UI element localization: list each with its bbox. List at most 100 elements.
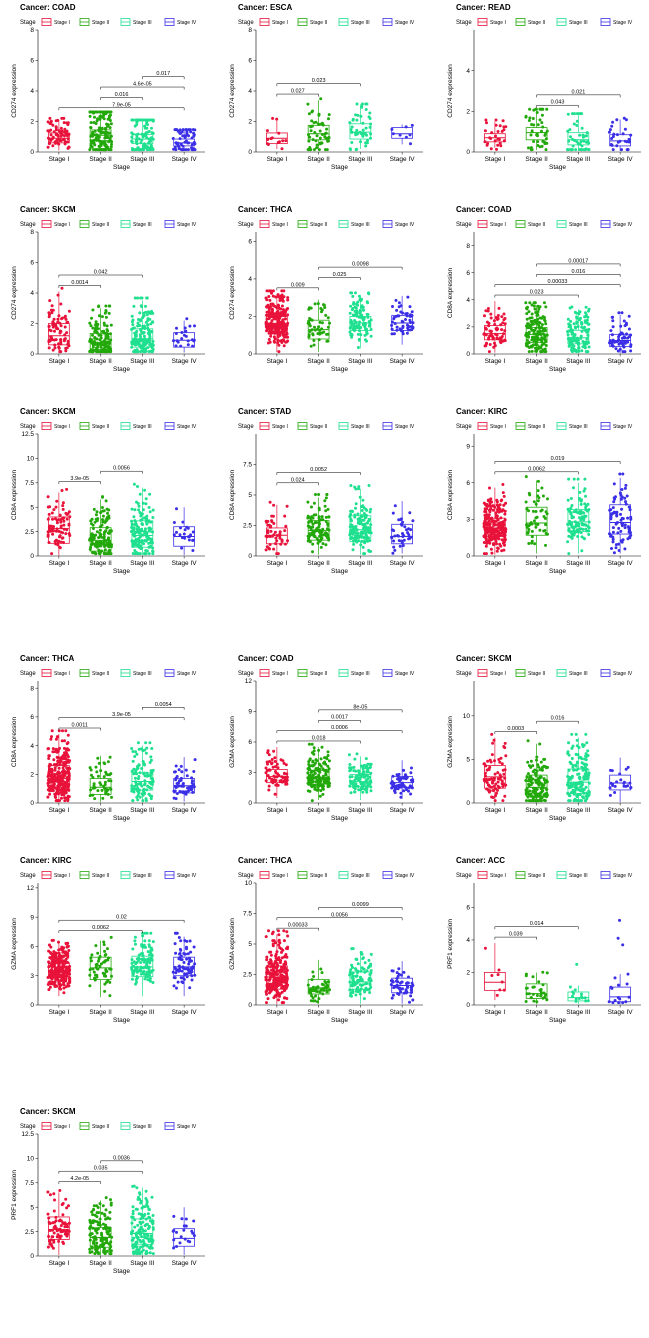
data-point <box>611 540 615 544</box>
data-point <box>52 338 56 342</box>
data-point <box>98 338 102 342</box>
p-value-label: 0.017 <box>156 71 170 77</box>
data-point <box>100 343 103 347</box>
data-point <box>536 304 540 308</box>
data-point <box>266 324 270 327</box>
chart-title: Cancer: SKCM <box>456 654 512 663</box>
x-tick-label: Stage II <box>307 358 330 365</box>
data-point <box>285 332 289 336</box>
box-1 <box>264 500 289 556</box>
x-tick-label: Stage IV <box>608 807 634 814</box>
data-point <box>524 500 528 504</box>
data-point <box>56 327 60 331</box>
data-point <box>357 788 361 792</box>
data-point <box>537 496 541 500</box>
data-point <box>495 514 499 518</box>
data-point <box>583 514 587 518</box>
data-point <box>314 513 318 517</box>
data-point <box>530 129 534 133</box>
data-point <box>573 310 577 314</box>
p-value-label: 0.023 <box>312 78 326 84</box>
data-point <box>351 294 355 298</box>
data-point <box>51 348 55 352</box>
data-point <box>614 546 618 550</box>
data-point <box>268 760 272 763</box>
data-point <box>350 125 354 129</box>
data-point <box>57 729 61 733</box>
data-point <box>485 121 488 125</box>
box-3 <box>348 102 373 152</box>
data-point <box>307 766 311 770</box>
data-point <box>326 750 330 754</box>
data-point <box>193 758 197 762</box>
box-4 <box>172 507 195 556</box>
data-point <box>368 765 372 769</box>
p-value-label: 3.9e-05 <box>112 712 131 718</box>
data-point <box>100 506 104 509</box>
data-point <box>186 343 190 347</box>
data-point <box>326 754 330 757</box>
data-point <box>144 520 148 523</box>
data-point <box>140 296 144 300</box>
data-point <box>401 324 405 328</box>
data-point <box>314 780 318 784</box>
data-point <box>63 140 67 144</box>
data-point <box>316 541 320 545</box>
data-point <box>264 296 268 300</box>
data-point <box>569 135 572 139</box>
data-point <box>136 296 140 300</box>
x-tick-label: Stage II <box>89 156 112 163</box>
data-point <box>178 533 182 537</box>
chart-title: Cancer: KIRC <box>456 407 508 416</box>
data-point <box>135 783 139 787</box>
x-axis-label: Stage <box>549 366 566 373</box>
data-point <box>273 760 277 763</box>
data-point <box>109 787 113 791</box>
x-tick-label: Stage II <box>89 560 112 567</box>
legend-label: Stage IV <box>613 671 633 677</box>
data-point <box>149 139 153 143</box>
data-point <box>90 338 93 342</box>
data-point <box>354 311 358 315</box>
data-point <box>364 515 368 519</box>
y-tick-label: 0 <box>30 800 34 807</box>
data-point <box>566 148 570 152</box>
data-point <box>625 148 629 152</box>
data-point <box>395 325 399 329</box>
data-point <box>139 514 143 518</box>
data-point <box>572 486 575 490</box>
data-point <box>406 323 409 327</box>
data-point <box>193 324 196 328</box>
data-point <box>65 331 69 335</box>
data-point <box>485 531 489 535</box>
data-point <box>483 510 487 513</box>
data-point <box>313 761 317 765</box>
data-point <box>500 549 504 553</box>
data-point <box>191 549 195 552</box>
data-point <box>613 497 617 501</box>
data-point <box>103 780 107 784</box>
data-point <box>585 318 589 322</box>
data-point <box>532 140 536 143</box>
data-point <box>587 345 591 349</box>
data-point <box>363 333 367 337</box>
data-point <box>360 316 364 320</box>
data-point <box>533 346 537 350</box>
data-point <box>615 514 619 518</box>
legend-label: Stage III <box>133 671 152 677</box>
data-point <box>361 121 365 125</box>
data-point <box>576 535 580 538</box>
data-point <box>90 536 94 539</box>
data-point <box>146 145 150 149</box>
data-point <box>500 129 504 133</box>
data-point <box>51 747 55 751</box>
legend-label: Stage III <box>569 671 588 677</box>
data-point <box>491 504 495 508</box>
data-point <box>408 511 412 515</box>
data-point <box>487 350 491 354</box>
data-point <box>546 497 549 501</box>
data-point <box>95 530 99 534</box>
data-point <box>147 350 151 354</box>
